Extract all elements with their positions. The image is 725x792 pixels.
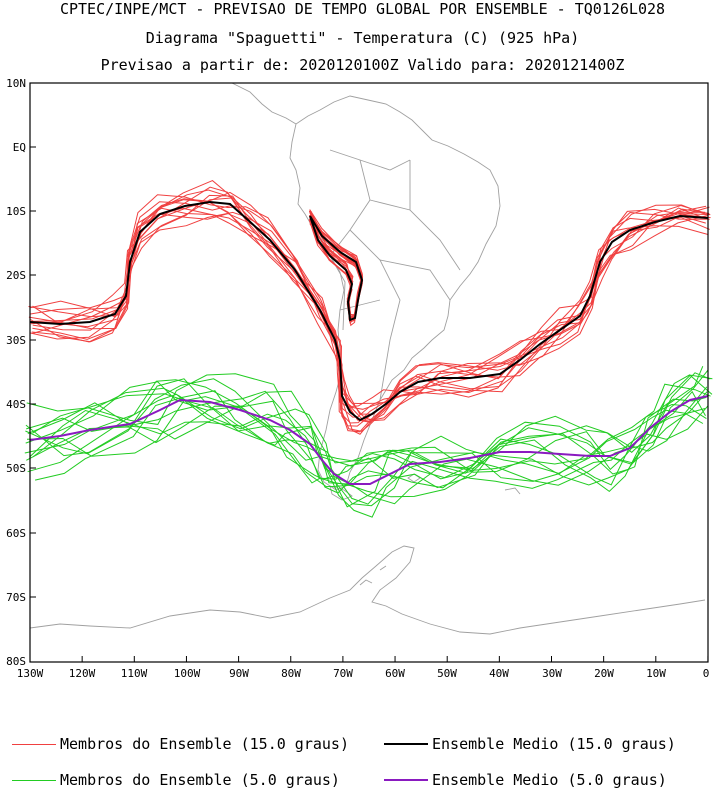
lon-label-110w: 110W: [121, 667, 148, 680]
member-15-line: [31, 207, 709, 433]
lat-label-30s: 30S: [6, 334, 26, 347]
title-line-3: Previsao a partir de: 2020120100Z Valido…: [100, 56, 625, 74]
member-15-line: [31, 197, 707, 410]
lon-label-0: 0: [703, 667, 710, 680]
spaghetti-map: 10N EQ 10S 20S 30S 40S 50S 60S 70S 80S 1…: [6, 77, 713, 680]
legend-swatch-mean-15: [384, 743, 428, 745]
legend-label-member-15: Membros do Ensemble (15.0 graus): [60, 735, 349, 753]
south-georgia: [504, 487, 521, 495]
lon-label-40w: 40W: [489, 667, 509, 680]
member-5-line: [25, 374, 713, 485]
lon-label-20w: 20W: [594, 667, 614, 680]
member-5-line: [32, 387, 706, 505]
country-borders: [329, 149, 461, 401]
legend-swatch-member-5: [12, 779, 56, 781]
lon-label-10w: 10W: [646, 667, 666, 680]
member-5-line: [34, 390, 704, 489]
antarctica-peninsula-islands: [359, 565, 387, 586]
coastline-layer: [29, 82, 706, 635]
lon-label-30w: 30W: [542, 667, 562, 680]
lat-label-10n: 10N: [6, 77, 26, 90]
latitude-labels: 10N EQ 10S 20S 30S 40S 50S 60S 70S 80S: [6, 77, 26, 668]
lon-label-80w: 80W: [281, 667, 301, 680]
antarctica-coast: [29, 545, 706, 635]
falkland-islands: [407, 473, 421, 483]
member-5-line: [29, 400, 707, 494]
lat-label-40s: 40S: [6, 398, 26, 411]
lat-label-10s: 10S: [6, 205, 26, 218]
legend-row-2: Membros do Ensemble (5.0 graus) Ensemble…: [0, 771, 725, 791]
legend-label-mean-15: Ensemble Medio (15.0 graus): [432, 735, 676, 753]
legend-label-mean-5: Ensemble Medio (5.0 graus): [432, 771, 667, 789]
ensemble-mean-15-line: [29, 200, 709, 422]
lat-label-80s: 80S: [6, 655, 26, 668]
members-15-layer: [28, 180, 711, 435]
south-america-coast: [289, 95, 501, 491]
member-15-line: [28, 189, 710, 422]
map-frame: [29, 82, 709, 663]
legend-row-1: Membros do Ensemble (15.0 graus) Ensembl…: [0, 735, 725, 755]
lat-label-70s: 70S: [6, 591, 26, 604]
ensemble-mean-5-line: [29, 395, 709, 485]
member-5-line: [24, 379, 708, 479]
lat-label-eq: EQ: [13, 141, 26, 154]
title-line-1: CPTEC/INPE/MCT - PREVISAO DE TEMPO GLOBA…: [59, 0, 666, 18]
member-5-line: [26, 390, 706, 498]
lon-label-70w: 70W: [333, 667, 353, 680]
member-15-andes-loop: [309, 211, 363, 318]
member-5-line: [26, 386, 708, 505]
member-5-line: [27, 393, 709, 507]
ensemble-mean-15-andes-loop: [309, 215, 364, 322]
legend-member-5: Membros do Ensemble (5.0 graus): [12, 771, 340, 789]
lat-label-60s: 60S: [6, 527, 26, 540]
member-15-line: [32, 198, 710, 421]
legend-swatch-member-15: [12, 743, 56, 745]
legend-member-15: Membros do Ensemble (15.0 graus): [12, 735, 349, 753]
members-5-layer: [24, 366, 713, 518]
member-15-line: [30, 191, 707, 405]
longitude-labels: 130W 120W 110W 100W 90W 80W 70W 60W 50W …: [17, 667, 710, 680]
member-5-line: [27, 374, 713, 480]
member-5-line: [26, 366, 704, 476]
legend-label-member-5: Membros do Ensemble (5.0 graus): [60, 771, 340, 789]
lat-label-20s: 20S: [6, 269, 26, 282]
legend-mean-15: Ensemble Medio (15.0 graus): [384, 735, 676, 753]
lon-label-90w: 90W: [229, 667, 249, 680]
legend-mean-5: Ensemble Medio (5.0 graus): [384, 771, 667, 789]
member-15-line: [30, 194, 711, 415]
member-5-line: [25, 369, 709, 489]
member-15-line: [32, 201, 710, 408]
legend-swatch-mean-5: [384, 779, 428, 781]
axis-ticks: [29, 82, 709, 662]
title-line-2: Diagrama "Spaguetti" - Temperatura (C) (…: [145, 29, 580, 47]
lon-label-120w: 120W: [69, 667, 96, 680]
lat-label-50s: 50S: [6, 462, 26, 475]
lon-label-60w: 60W: [385, 667, 405, 680]
lon-label-50w: 50W: [437, 667, 457, 680]
lon-label-130w: 130W: [17, 667, 44, 680]
member-5-line: [26, 396, 707, 518]
member-15-line: [29, 180, 710, 423]
member-15-line: [31, 211, 706, 432]
lon-label-100w: 100W: [174, 667, 201, 680]
central-america-coast: [231, 82, 297, 125]
